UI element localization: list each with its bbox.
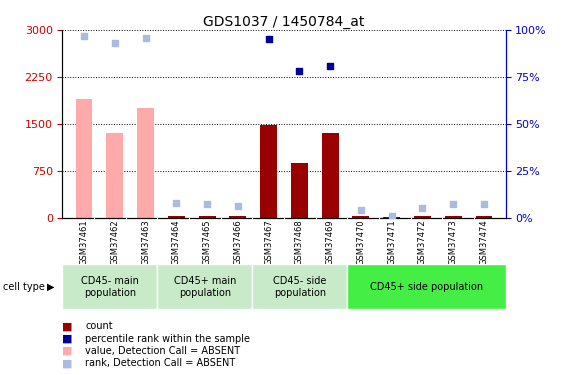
Text: ■: ■ [62,321,73,331]
Point [449,201,458,207]
Point [295,68,304,74]
Text: ■: ■ [62,358,73,368]
Bar [445,216,462,217]
Bar [260,125,277,217]
Bar [76,99,93,218]
Text: ■: ■ [62,346,73,356]
Point [110,40,119,46]
Bar [137,108,154,218]
Text: percentile rank within the sample: percentile rank within the sample [85,334,250,344]
Point [172,200,181,206]
Title: GDS1037 / 1450784_at: GDS1037 / 1450784_at [203,15,365,29]
Text: CD45+ main
population: CD45+ main population [174,276,236,298]
Point [479,201,488,207]
Point [233,203,243,209]
Point [387,213,396,219]
Bar [347,264,506,309]
Bar [157,264,252,309]
Bar [252,264,347,309]
Text: cell type: cell type [3,282,45,292]
Point [418,205,427,211]
Text: value, Detection Call = ABSENT: value, Detection Call = ABSENT [85,346,240,356]
Text: CD45+ side population: CD45+ side population [370,282,483,292]
Point [356,207,365,213]
Bar [168,216,185,217]
Bar [291,162,308,218]
Point [325,63,335,69]
Text: ▶: ▶ [47,282,54,292]
Text: CD45- side
population: CD45- side population [273,276,327,298]
Bar [414,216,431,217]
Point [141,34,150,40]
Bar [62,264,157,309]
Bar [106,133,123,218]
Bar [475,216,492,217]
Bar [353,216,369,217]
Text: CD45- main
population: CD45- main population [81,276,139,298]
Bar [199,216,215,217]
Bar [229,216,247,217]
Text: rank, Detection Call = ABSENT: rank, Detection Call = ABSENT [85,358,236,368]
Point [264,36,273,42]
Bar [321,133,339,218]
Text: count: count [85,321,113,331]
Point [80,33,89,39]
Text: ■: ■ [62,334,73,344]
Point [203,201,212,207]
